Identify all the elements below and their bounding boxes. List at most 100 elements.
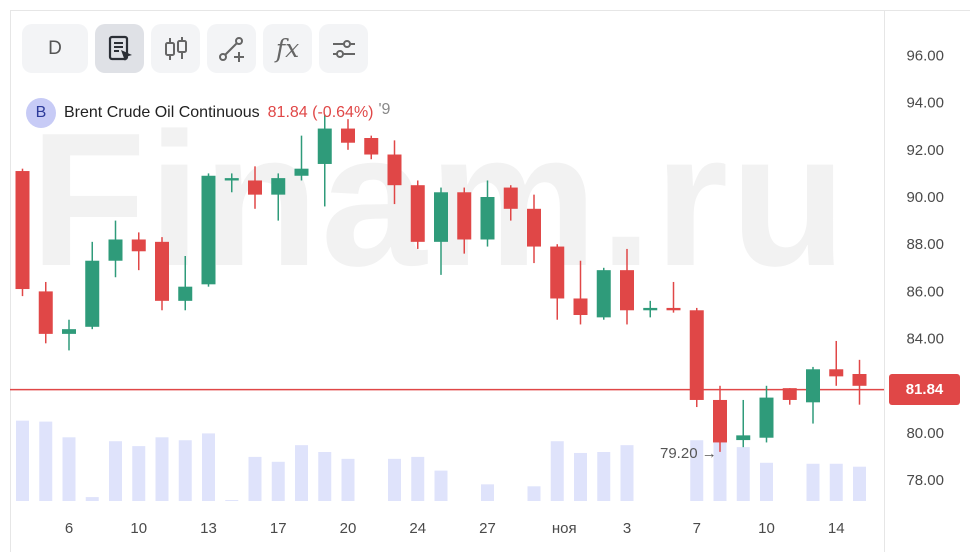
volume-bar — [225, 500, 239, 501]
x-axis-tick-label: 7 — [693, 520, 701, 537]
candle-down — [410, 185, 425, 242]
candle-down — [131, 239, 146, 252]
volume-bar — [760, 462, 773, 501]
candle-down — [503, 187, 518, 209]
candle-down — [782, 388, 797, 400]
y-axis-tick-label: 96.00 — [906, 47, 944, 64]
instrument-badge: B — [26, 98, 56, 128]
chart-settings-button[interactable] — [319, 24, 368, 73]
period-label: D — [48, 37, 62, 59]
candle-down — [573, 298, 588, 315]
volume-bar — [155, 437, 169, 501]
x-axis-tick-label: 27 — [479, 520, 496, 537]
script-cursor-button[interactable] — [95, 24, 144, 73]
candle-up — [201, 175, 216, 285]
candle-down — [364, 138, 379, 155]
min-price-label: 79.20 → — [660, 445, 717, 462]
candle-up — [643, 307, 658, 311]
y-axis-tick-label: 86.00 — [906, 283, 944, 300]
candle-up — [434, 192, 448, 242]
candle-up — [108, 239, 123, 261]
candle-down — [457, 192, 472, 240]
function-icon: fx — [275, 34, 300, 63]
candle-up — [317, 128, 332, 164]
y-axis-tick-label: 84.00 — [906, 331, 944, 348]
x-axis-tick-label: 17 — [270, 520, 287, 537]
x-axis-tick-label: 6 — [65, 520, 73, 537]
candle-up — [271, 178, 286, 195]
candle-down — [713, 399, 727, 443]
current-price-badge: 81.84 — [889, 374, 960, 405]
volume-bar — [318, 452, 332, 501]
instrument-name[interactable]: Brent Crude Oil Continuous — [64, 104, 260, 121]
volume-bar — [806, 463, 820, 501]
volume-bar — [481, 484, 494, 501]
candle-up — [62, 329, 76, 334]
draw-line-icon — [218, 36, 244, 62]
candle-down — [248, 180, 262, 195]
y-axis-tick-label: 94.00 — [906, 95, 944, 112]
axis-divider — [884, 10, 885, 552]
y-axis-tick-label: 80.00 — [906, 425, 944, 442]
candle-down — [852, 374, 867, 386]
volume-bar — [550, 441, 564, 501]
volume-bar — [85, 497, 99, 501]
settings-sliders-icon — [332, 39, 355, 58]
volume-bar — [574, 452, 587, 501]
candle-down — [550, 246, 565, 299]
volume-bar — [713, 433, 727, 501]
x-axis-tick-label: 10 — [130, 520, 147, 537]
candle-up — [480, 197, 495, 240]
candle-down — [155, 241, 169, 301]
candle-up — [759, 397, 774, 438]
volume-bar — [39, 421, 53, 501]
volume-bar — [853, 466, 866, 501]
volume-bar — [434, 470, 448, 501]
y-axis-tick-label: 78.00 — [906, 472, 944, 489]
candle-up — [294, 168, 309, 176]
candles-icon — [164, 36, 187, 60]
volume-bar — [271, 461, 285, 501]
candle-down — [38, 291, 53, 334]
candles-button[interactable] — [151, 24, 200, 73]
x-axis-tick-label: ноя — [552, 520, 577, 537]
candle-down — [527, 208, 541, 247]
volume-bar — [388, 458, 401, 501]
volume-bar — [829, 463, 843, 501]
candle-up — [806, 369, 820, 403]
x-axis-tick-label: 10 — [758, 520, 775, 537]
x-axis-tick-label: 14 — [828, 520, 845, 537]
x-axis-tick-label: 13 — [200, 520, 217, 537]
indicators-button[interactable]: fx — [263, 24, 312, 73]
legend-trailing-text: '9 — [378, 101, 391, 118]
period-selector-button[interactable]: D — [22, 24, 88, 73]
volume-bar — [132, 446, 146, 501]
candle-up — [85, 260, 100, 327]
candle-down — [689, 310, 704, 400]
volume-bar — [527, 486, 541, 501]
top-border — [10, 10, 970, 11]
volume-bar — [295, 445, 308, 501]
x-axis-tick-label: 24 — [409, 520, 426, 537]
y-axis-tick-label: 88.00 — [906, 236, 944, 253]
volume-bar — [202, 433, 215, 501]
volume-bar — [736, 447, 750, 501]
volume-bar — [62, 437, 76, 501]
draw-line-button[interactable] — [207, 24, 256, 73]
candle-up — [736, 435, 751, 441]
y-axis-tick-label: 90.00 — [906, 189, 944, 206]
candle-up — [224, 178, 239, 181]
volume-bar — [690, 440, 704, 501]
x-axis-tick-label: 3 — [623, 520, 631, 537]
volume-bar — [597, 452, 611, 501]
volume-bar — [620, 445, 634, 501]
volume-bar — [109, 441, 122, 501]
candle-down — [829, 369, 844, 377]
candle-down — [387, 154, 402, 186]
instrument-legend: B Brent Crude Oil Continuous 81.84 (-0.6… — [26, 98, 390, 128]
y-axis-tick-label: 92.00 — [906, 142, 944, 159]
volume-bar — [16, 420, 29, 501]
candle-down — [15, 171, 30, 290]
